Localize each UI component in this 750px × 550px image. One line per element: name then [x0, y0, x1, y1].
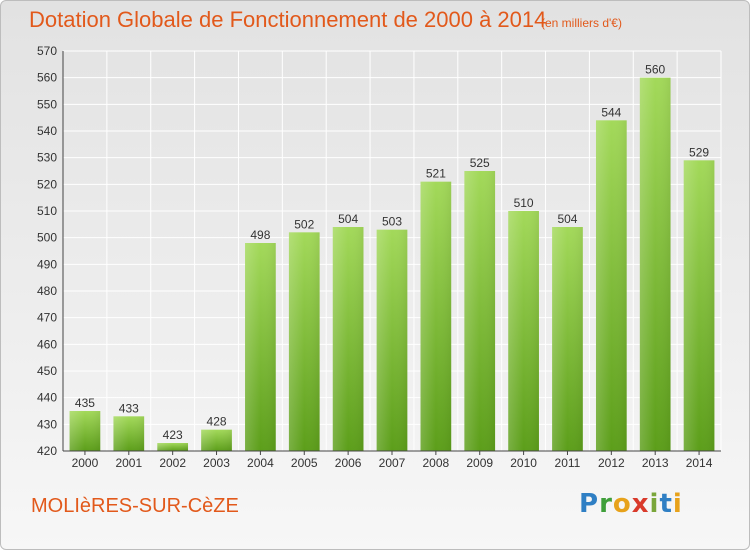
- y-tick-label: 430: [37, 417, 57, 431]
- x-tick-label: 2003: [203, 456, 230, 470]
- x-tick-label: 2008: [423, 456, 450, 470]
- bar-highlight: [288, 232, 320, 451]
- y-tick-label: 440: [37, 391, 57, 405]
- data-label: 433: [119, 401, 139, 415]
- data-label: 521: [426, 167, 446, 181]
- logo-letter: i: [649, 489, 660, 519]
- x-tick-label: 2010: [510, 456, 537, 470]
- data-label: 502: [294, 217, 314, 231]
- x-axis: 2000 2001 2002 2003 2004 2005 2006 2007 2008 2009…: [63, 450, 721, 470]
- y-tick-label: 480: [37, 284, 57, 298]
- data-label: 529: [689, 145, 709, 159]
- data-label: 503: [382, 215, 402, 229]
- logo-letter: P: [579, 489, 600, 519]
- data-label: 435: [75, 396, 95, 410]
- x-tick-label: 2009: [466, 456, 493, 470]
- x-tick-label: 2014: [686, 456, 713, 470]
- data-label: 504: [557, 212, 577, 226]
- y-tick-label: 490: [37, 257, 57, 271]
- bar-highlight: [639, 77, 671, 452]
- bar-highlight: [420, 181, 452, 451]
- y-tick-label: 450: [37, 364, 57, 378]
- y-tick-label: 460: [37, 337, 57, 351]
- y-tick-label: 420: [37, 444, 57, 458]
- data-label: 498: [250, 228, 270, 242]
- logo-letter: r: [599, 489, 613, 519]
- data-label: 428: [207, 415, 227, 429]
- y-axis: 420 430 440 450 460 470 480 490 500 510 520 530 540 5…: [37, 44, 64, 458]
- bar-highlight: [245, 243, 276, 451]
- bar-highlight: [69, 411, 101, 451]
- bar-highlight: [113, 416, 145, 451]
- bar-highlight: [508, 211, 539, 451]
- logo-letter: o: [612, 489, 632, 519]
- commune-name: MOLIèRES-SUR-CèZE: [31, 495, 239, 517]
- logo-letter: t: [659, 489, 673, 519]
- x-tick-label: 2004: [247, 456, 274, 470]
- y-tick-label: 500: [37, 231, 57, 245]
- y-tick-label: 570: [37, 44, 57, 58]
- bar-highlight: [201, 429, 232, 451]
- data-label: 525: [470, 156, 490, 170]
- bar-highlight: [464, 171, 496, 451]
- x-tick-label: 2013: [642, 456, 669, 470]
- y-tick-label: 470: [37, 311, 57, 325]
- data-label: 423: [163, 428, 183, 442]
- bar-highlight: [595, 120, 627, 451]
- x-tick-label: 2000: [72, 456, 99, 470]
- y-tick-label: 520: [37, 177, 57, 191]
- logo-letter: i: [672, 489, 683, 519]
- y-tick-label: 510: [37, 204, 57, 218]
- x-tick-label: 2002: [159, 456, 186, 470]
- x-tick-label: 2001: [115, 456, 142, 470]
- chart-unit-note: (en milliers d'€): [541, 16, 622, 30]
- data-label: 544: [601, 105, 621, 119]
- y-tick-label: 550: [37, 97, 57, 111]
- data-label: 504: [338, 212, 358, 226]
- data-label: 560: [645, 63, 665, 77]
- data-labels: 435 433 423 428 498 502 504 503 521 525 510 504 544 5…: [75, 63, 709, 442]
- bar-highlight: [332, 227, 364, 451]
- x-tick-label: 2012: [598, 456, 625, 470]
- data-label: 510: [514, 196, 534, 210]
- x-tick-label: 2007: [379, 456, 406, 470]
- x-tick-label: 2011: [555, 456, 581, 470]
- bar-highlight: [552, 227, 583, 451]
- x-tick-label: 2005: [291, 456, 318, 470]
- logo-letter: x: [631, 489, 650, 519]
- bars: [69, 77, 715, 452]
- bar-highlight: [157, 443, 189, 451]
- proxiti-logo: Proxiti: [579, 489, 683, 519]
- bar-highlight: [683, 160, 715, 452]
- bar-highlight: [376, 229, 408, 451]
- y-tick-label: 560: [37, 71, 57, 85]
- x-tick-label: 2006: [335, 456, 362, 470]
- y-tick-label: 530: [37, 151, 57, 165]
- y-tick-label: 540: [37, 124, 57, 138]
- chart-title: Dotation Globale de Fonctionnement de 20…: [29, 7, 547, 32]
